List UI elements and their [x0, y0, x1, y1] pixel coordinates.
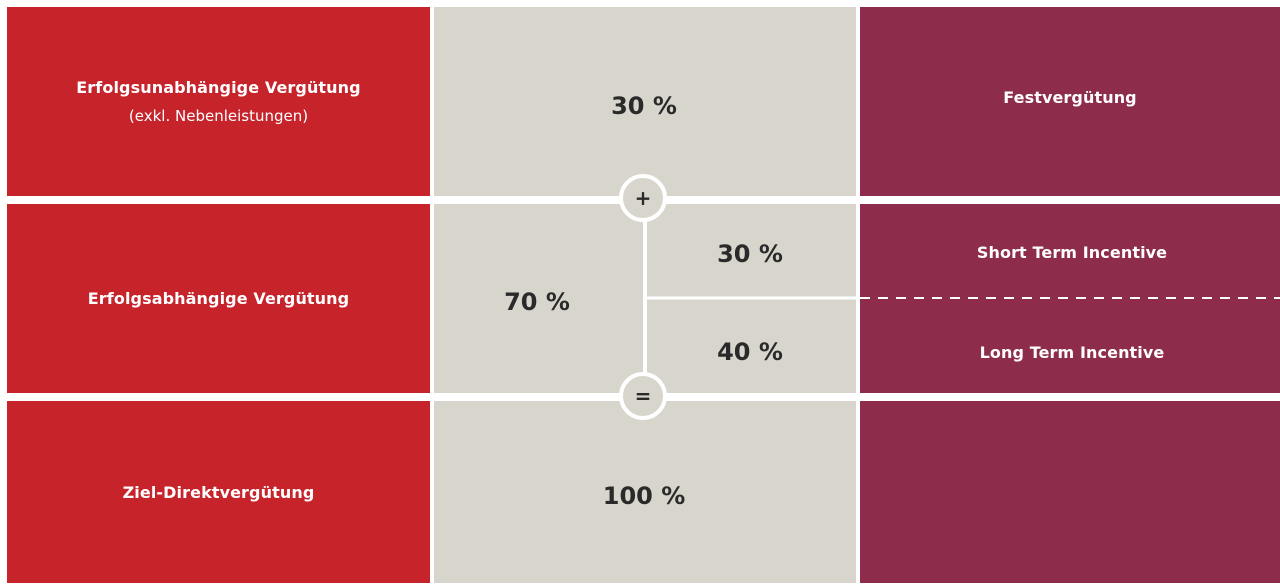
variable-pay-component-cell	[860, 204, 1280, 393]
sti-label: Short Term Incentive	[976, 243, 1168, 262]
total-pay-percent: 100 %	[602, 482, 686, 510]
sti-percent: 30 %	[717, 240, 783, 268]
variable-pay-label-cell: Erfolgsabhängige Vergütung	[7, 204, 430, 393]
total-pay-percent-cell	[434, 401, 856, 583]
fixed-pay-percent-cell	[434, 7, 856, 196]
fixed-pay-sublabel: (exkl. Nebenleistungen)	[128, 107, 309, 125]
total-pay-label: Ziel-Direktvergütung	[122, 482, 315, 502]
equals-operator-icon: =	[619, 372, 667, 420]
total-pay-component-cell	[860, 401, 1280, 583]
lti-label: Long Term Incentive	[979, 343, 1165, 362]
fixed-pay-component-cell: Festvergütung	[860, 7, 1280, 196]
fixed-pay-label-cell: Erfolgsunabhängige Vergütung (exkl. Nebe…	[7, 7, 430, 196]
lti-percent: 40 %	[717, 338, 783, 366]
fixed-pay-label: Erfolgsunabhängige Vergütung	[76, 78, 361, 97]
total-pay-label-cell: Ziel-Direktvergütung	[7, 401, 430, 583]
variable-pay-label: Erfolgsabhängige Vergütung	[87, 289, 350, 308]
variable-pay-percent: 70 %	[504, 288, 570, 316]
fixed-pay-percent: 30 %	[611, 92, 677, 120]
fixed-pay-component-label: Festvergütung	[1003, 88, 1137, 107]
plus-operator-icon: +	[619, 174, 667, 222]
